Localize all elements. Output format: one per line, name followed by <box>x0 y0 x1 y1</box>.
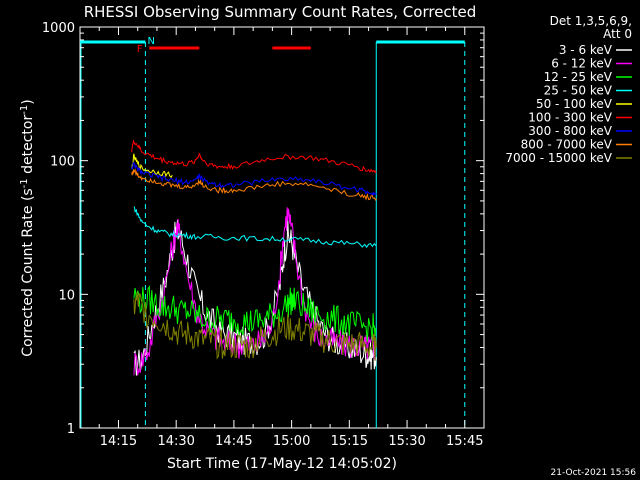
x-tick-label: 15:00 <box>273 434 310 449</box>
y-axis-ticks: 1 10 100 1000 <box>42 21 484 437</box>
legend-label: 100 - 300 keV <box>528 111 612 125</box>
legend-label: 800 - 7000 keV <box>521 138 613 152</box>
y-axis-label-main: Corrected Count Rate (s <box>20 188 36 356</box>
y-axis-label: Corrected Count Rate (s-1 detector-1) <box>19 99 36 356</box>
series-line-5 <box>131 140 377 174</box>
series-line-1 <box>133 207 377 376</box>
legend-label: 6 - 12 keV <box>551 57 613 71</box>
legend-header-line1: Det 1,3,5,6,9, <box>550 14 632 28</box>
x-tick-label: 15:45 <box>446 434 483 449</box>
series-line-8 <box>133 291 377 361</box>
legend-label: 300 - 800 keV <box>528 124 612 138</box>
y-axis-label-sup1: -1 <box>19 178 30 188</box>
legend-label: 25 - 50 keV <box>544 84 613 98</box>
series-line-4 <box>131 153 173 179</box>
y-axis-label-end: ) <box>20 99 36 104</box>
series-line-2 <box>133 284 377 342</box>
legend-label: 50 - 100 keV <box>536 97 613 111</box>
data-series <box>131 140 377 376</box>
series-line-6 <box>131 162 377 196</box>
y-axis-label-sup2: -1 <box>19 105 30 115</box>
chart-title: RHESSI Observing Summary Count Rates, Co… <box>84 3 477 21</box>
y-tick-label: 10 <box>58 288 75 303</box>
legend-label: 3 - 6 keV <box>559 43 613 57</box>
plot-frame <box>79 26 485 429</box>
footer-date: 21-Oct-2021 15:56 <box>551 468 637 478</box>
series-line-3 <box>133 206 377 249</box>
legend-label: 12 - 25 keV <box>544 70 613 84</box>
flare-marker-label: F <box>137 44 143 55</box>
night-marker-label: N <box>147 36 154 47</box>
x-tick-label: 15:15 <box>331 434 368 449</box>
x-axis-ticks: 14:15 14:30 14:45 15:00 15:15 15:30 15:45 <box>79 27 485 449</box>
y-tick-label: 100 <box>50 155 75 170</box>
legend-label: 7000 - 15000 keV <box>505 151 612 165</box>
y-axis-label-mid: detector <box>20 115 36 179</box>
x-tick-label: 14:30 <box>157 434 194 449</box>
y-tick-label: 1000 <box>42 21 75 36</box>
legend-header-line2: Att 0 <box>603 27 632 41</box>
x-tick-label: 15:30 <box>388 434 425 449</box>
x-tick-label: 14:15 <box>100 434 137 449</box>
x-tick-label: 14:45 <box>215 434 252 449</box>
y-tick-label: 1 <box>67 422 75 437</box>
series-line-7 <box>131 168 377 202</box>
x-axis-label: Start Time (17-May-12 14:05:02) <box>167 456 397 472</box>
